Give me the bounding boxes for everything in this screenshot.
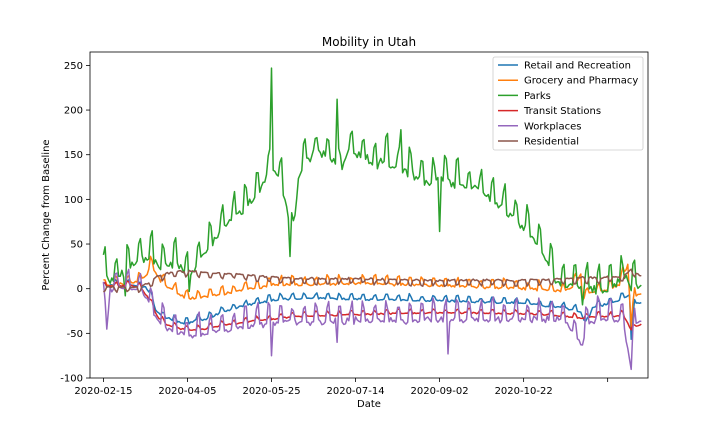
legend: Retail and Recreation Grocery and Pharmac…	[492, 56, 644, 151]
chart-title: Mobility in Utah	[322, 35, 416, 49]
y-tick-label: 150	[64, 150, 83, 161]
y-tick-label: 100	[64, 195, 83, 206]
legend-label: Grocery and Pharmacy	[524, 76, 638, 87]
x-tick-label: 2020-07-14	[326, 386, 384, 397]
series-line-workplaces	[102, 268, 642, 371]
legend-label: Retail and Recreation	[524, 61, 631, 72]
y-axis-title: Percent Change from Baseline	[41, 139, 52, 290]
x-tick-label: 2020-05-25	[242, 386, 300, 397]
legend-label: Transit Stations	[523, 106, 601, 117]
x-axis: 2020-02-15 2020-04-05 2020-05-25 2020-07-14…	[74, 378, 609, 397]
legend-label: Parks	[524, 91, 551, 102]
y-axis: -100 -50 0 50 100 150 200 250	[60, 61, 90, 385]
legend-box	[492, 56, 644, 151]
y-tick-label: 200	[64, 106, 83, 117]
series-line-transit-stations	[102, 280, 642, 331]
y-tick-label: 50	[70, 240, 83, 251]
y-tick-label: 0	[77, 284, 83, 295]
y-tick-label: 250	[64, 61, 83, 72]
plot-frame	[89, 51, 649, 379]
series-line-residential	[102, 268, 642, 294]
x-tick-label: 2020-04-05	[158, 386, 216, 397]
legend-label: Residential	[524, 137, 579, 148]
y-tick-label: -50	[67, 329, 83, 340]
x-tick-label: 2020-02-15	[74, 386, 132, 397]
y-tick-label: -100	[60, 374, 83, 385]
x-tick-label: 2020-10-22	[495, 386, 553, 397]
plot-lines	[102, 67, 642, 371]
x-tick-label: 2020-09-02	[411, 386, 469, 397]
legend-label: Workplaces	[524, 121, 581, 132]
x-axis-title: Date	[357, 399, 381, 410]
